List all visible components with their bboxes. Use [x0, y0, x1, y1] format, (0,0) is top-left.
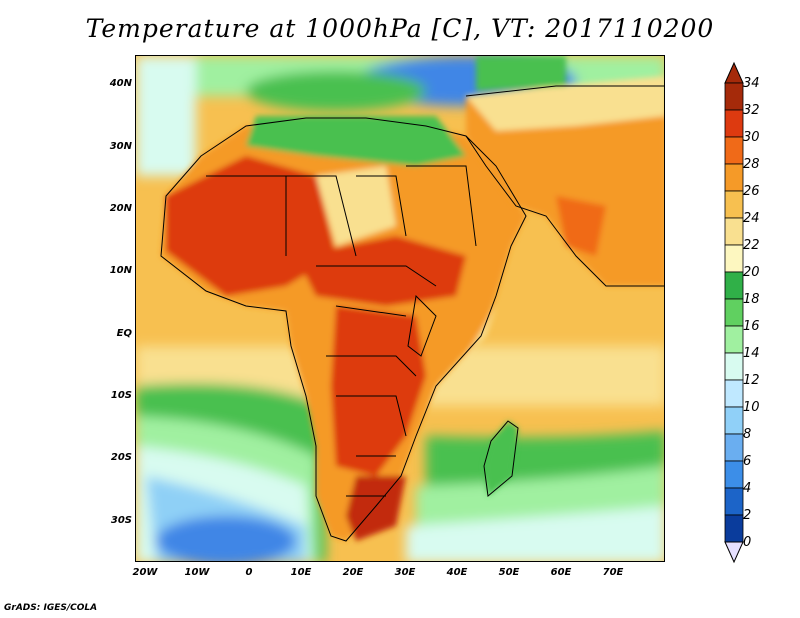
colorbar-box — [724, 514, 744, 543]
lon-tick: 0 — [245, 567, 253, 578]
lon-tick: 20E — [342, 567, 364, 578]
lat-tick: 20S — [110, 452, 132, 463]
colorbar-label: 18 — [743, 292, 760, 307]
south-africa-hot — [346, 476, 406, 541]
lon-tick: 50E — [498, 567, 520, 578]
colorbar-label: 16 — [743, 319, 760, 334]
colorbar-label: 34 — [743, 76, 760, 91]
colorbar-box — [724, 379, 744, 408]
central-africa-hot — [331, 306, 426, 476]
middle-east-mild — [466, 76, 664, 131]
colorbar-label: 10 — [743, 400, 760, 415]
colorbar-box — [724, 190, 744, 219]
colorbar-box — [724, 82, 744, 111]
colorbar-label: 28 — [743, 157, 760, 172]
colorbar-box — [724, 298, 744, 327]
arabia-land — [466, 86, 664, 286]
ocean-cold-southwest — [156, 516, 296, 561]
colorbar-box — [724, 352, 744, 381]
colorbar-box — [724, 460, 744, 489]
lon-tick: 70E — [602, 567, 624, 578]
colorbar-min-arrow — [724, 541, 744, 564]
lat-tick: 20N — [109, 203, 132, 214]
colorbar-label: 12 — [743, 373, 760, 388]
lat-tick: 10S — [110, 390, 132, 401]
map-svg — [136, 56, 664, 561]
lon-tick: 60E — [550, 567, 572, 578]
map-title: Temperature at 1000hPa [C], VT: 20171102… — [85, 14, 715, 43]
colorbar-label: 0 — [743, 535, 752, 550]
colorbar-label: 24 — [743, 211, 760, 226]
colorbar-label: 4 — [743, 481, 752, 496]
colorbar-label: 14 — [743, 346, 760, 361]
temperature-map — [135, 55, 665, 562]
colorbar-label: 8 — [743, 427, 752, 442]
sahel-hot — [296, 236, 466, 306]
colorbar-label: 30 — [743, 130, 760, 145]
lon-tick: 10E — [290, 567, 312, 578]
lat-tick: 30S — [110, 515, 132, 526]
colorbar-box — [724, 487, 744, 516]
levant-green — [476, 56, 566, 91]
ocean-north-atlantic-mild — [136, 56, 196, 176]
lat-tick: 30N — [109, 141, 132, 152]
colorbar-box — [724, 136, 744, 165]
colorbar — [724, 61, 744, 564]
colorbar-box — [724, 109, 744, 138]
colorbar-label: 6 — [743, 454, 752, 469]
colorbar-box — [724, 325, 744, 354]
colorbar-box — [724, 244, 744, 273]
lon-tick: 20W — [132, 567, 158, 578]
west-africa-hot — [166, 156, 336, 296]
arabia-hot — [556, 196, 606, 256]
colorbar-label: 26 — [743, 184, 760, 199]
colorbar-box — [724, 433, 744, 462]
colorbar-box — [724, 163, 744, 192]
lat-tick: 10N — [109, 265, 132, 276]
colorbar-label: 20 — [743, 265, 760, 280]
lat-tick: EQ — [116, 328, 132, 339]
north-africa-green — [246, 116, 466, 166]
mediterranean-green — [246, 71, 426, 111]
ocean-band-mild-east — [406, 506, 664, 561]
colorbar-max-arrow — [724, 61, 744, 84]
lat-tick: 40N — [109, 78, 132, 89]
colorbar-label: 22 — [743, 238, 760, 253]
colorbar-box — [724, 217, 744, 246]
lon-tick: 40E — [446, 567, 468, 578]
credit-text: GrADS: IGES/COLA — [4, 603, 98, 613]
colorbar-label: 2 — [743, 508, 752, 523]
colorbar-label: 32 — [743, 103, 760, 118]
lon-tick: 30E — [394, 567, 416, 578]
colorbar-box — [724, 271, 744, 300]
lon-tick: 10W — [184, 567, 210, 578]
sahara-mild — [316, 166, 396, 246]
colorbar-box — [724, 406, 744, 435]
coastlines — [160, 85, 664, 542]
